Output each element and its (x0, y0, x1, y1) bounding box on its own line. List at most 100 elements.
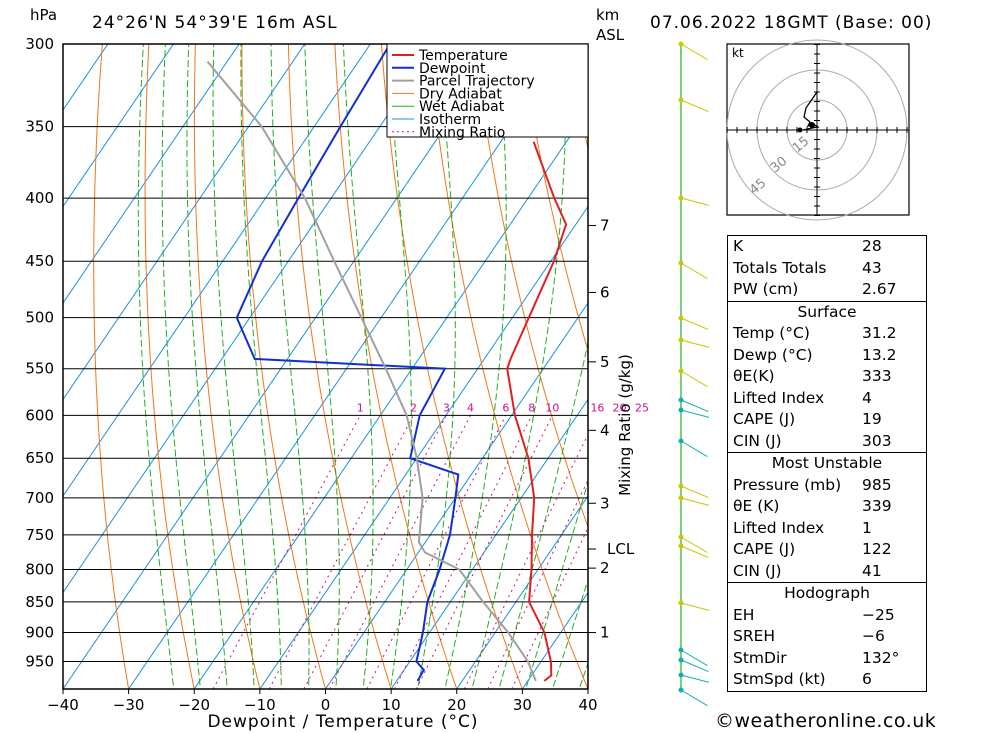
wet-adiabat-line (212, 44, 255, 689)
storm-motion-marker (797, 127, 803, 133)
legend-entry: Parcel Trajectory (419, 74, 535, 90)
legend-entry: Isotherm (419, 112, 481, 128)
surface-label: Lifted Index (733, 388, 825, 407)
isotherm-line (259, 205, 588, 689)
dry-adiabat-line (93, 44, 130, 689)
pressure-tick-label: 300 (25, 35, 54, 53)
isotherm-line (63, 44, 175, 208)
pressure-tick-label: 750 (25, 526, 54, 544)
hodograph-stat-label: StmDir (733, 648, 787, 667)
legend-box (386, 43, 589, 138)
most-unstable-row: CAPE (J) 122 (728, 539, 926, 561)
mixing-ratio-label: 25 (635, 401, 649, 414)
temperature-tick-label: −10 (244, 696, 276, 714)
height-tick-label: 4 (600, 421, 610, 439)
isotherm-line (456, 495, 588, 689)
wind-barb (680, 545, 709, 559)
dry-adiabat-line (427, 44, 588, 689)
wind-barb (680, 262, 708, 280)
temperature-tick-label: 20 (447, 696, 466, 714)
isotherm-line (63, 44, 437, 594)
copyright-footer: ©weatheronline.co.uk (715, 710, 937, 732)
wind-barb (680, 497, 710, 506)
most-unstable-value: 122 (862, 540, 892, 558)
height-tick-label: LCL (607, 540, 635, 558)
hodograph-stat-label: StmSpd (kt) (733, 670, 826, 688)
wind-barb (680, 674, 710, 683)
hodograph-stat-row: StmDir 132° (728, 648, 926, 670)
index-value: 28 (862, 237, 882, 255)
mixing-ratio-line (268, 415, 414, 689)
asl-unit: ASL (596, 26, 625, 44)
surface-heading: Surface (797, 302, 857, 321)
wind-barb (680, 689, 708, 707)
pressure-tick-label: 350 (25, 118, 54, 136)
hodograph-stat-row: SREH −6 (728, 626, 926, 648)
surface-row: Dewp (°C) 13.2 (728, 345, 926, 367)
height-tick-label: 1 (600, 624, 610, 642)
wind-barb (680, 440, 708, 458)
dry-adiabat-line (193, 44, 261, 689)
wet-adiabat-line (525, 480, 588, 689)
hodograph-stat-value: 6 (862, 670, 872, 688)
temperature-tick-label: 0 (321, 696, 331, 714)
temperature-tick-label: 10 (382, 696, 401, 714)
mixing-ratio-label: 10 (545, 401, 559, 414)
index-label: Totals Totals (733, 258, 827, 277)
most-unstable-label: Lifted Index (733, 518, 825, 537)
most-unstable-value: 1 (862, 518, 872, 537)
pressure-axis: 300 350 400 450 500 550 600 650 700 750 800 850 900 9… (25, 35, 54, 671)
pressure-tick-label: 950 (25, 653, 54, 671)
surface-row: θE(K) 333 (728, 366, 926, 388)
surface-row: CAPE (J) 19 (728, 409, 926, 431)
hodograph-stat-value: 132° (862, 648, 900, 667)
isotherm-line (0, 7, 2, 715)
dry-adiabat-line (287, 44, 392, 689)
wet-adiabat-line (304, 44, 340, 689)
height-tick-label: 6 (600, 283, 610, 301)
height-tick-label: 5 (600, 353, 610, 371)
most-unstable-value: 41 (862, 561, 882, 580)
wind-barb (680, 485, 709, 499)
wet-adiabat-line (471, 44, 567, 689)
dry-adiabat-line (334, 44, 458, 689)
surface-label: CIN (J) (733, 431, 782, 450)
surface-row: CIN (J) 303 (728, 431, 926, 453)
most-unstable-label: θE (K) (733, 497, 780, 515)
dry-adiabat-line (520, 44, 588, 353)
legend-entry: Temperature (418, 48, 508, 64)
stability-indices-table: K 28 Totals Totals 43 PW (cm) 2.67 Surface Te… (727, 235, 927, 692)
mixing-ratio-axis-label: Mixing Ratio (g/kg) (616, 354, 634, 496)
pressure-tick-label: 550 (25, 360, 54, 378)
most-unstable-row: Pressure (mb) 985 (728, 475, 926, 497)
hodograph-stat-row: StmSpd (kt) 6 (728, 669, 926, 691)
hodograph-stat-row: EH −25 (728, 605, 926, 627)
mixing-ratio-label: 2 (410, 401, 417, 414)
hodograph-stat-label: EH (733, 605, 755, 624)
isotherm-line (324, 302, 588, 689)
wet-adiabat-line (498, 340, 588, 689)
wind-barb-profile (678, 41, 710, 707)
hpa-unit: hPa (30, 6, 57, 24)
dry-adiabat-line (473, 44, 588, 529)
surface-row: Temp (°C) 31.2 (728, 323, 926, 345)
legend-entry: Dry Adiabat (419, 86, 502, 102)
pressure-tick-label: 600 (25, 406, 54, 424)
surface-value: 13.2 (862, 345, 897, 364)
isotherm-line (521, 591, 588, 689)
pressure-tick-label: 650 (25, 449, 54, 467)
wind-barb (680, 317, 709, 331)
height-tick-label: 3 (600, 494, 610, 512)
mixing-ratio-label: 8 (528, 401, 535, 414)
temperature-axis: −40 −30 −20 −10 0 10 20 30 40 (47, 689, 598, 714)
surface-label: θE(K) (733, 367, 775, 385)
most-unstable-value: 339 (862, 497, 892, 515)
wind-barb (680, 197, 710, 206)
wet-adiabat-line (161, 44, 201, 689)
index-label: PW (cm) (733, 280, 799, 298)
dry-adiabat-line (926, 7, 1000, 715)
isotherm-line (63, 44, 306, 401)
